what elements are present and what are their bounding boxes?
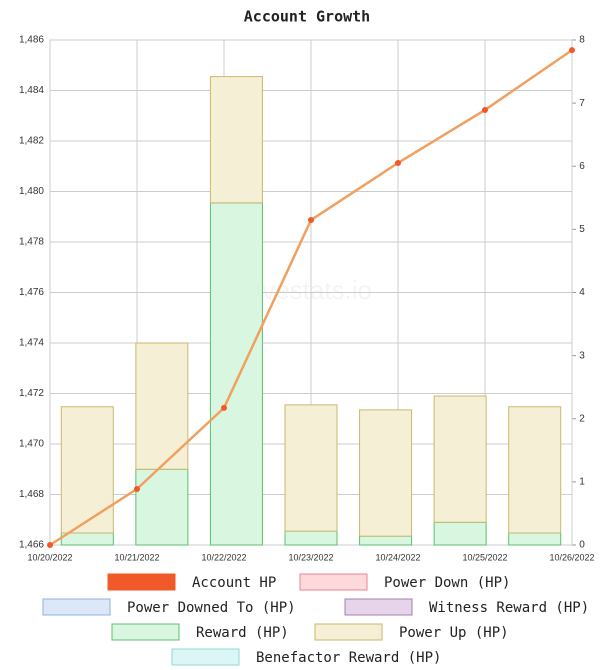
x-tick-label: 10/20/2022	[27, 552, 72, 562]
y2-tick-label: 4	[579, 287, 585, 298]
x-tick-label: 10/26/2022	[549, 552, 594, 562]
chart-title: Account Growth	[244, 8, 370, 26]
bar	[508, 532, 562, 546]
bar	[135, 468, 189, 546]
bar	[508, 406, 562, 534]
y-tick-label: 1,474	[19, 338, 44, 349]
bar	[60, 532, 114, 546]
y2-tick-label: 8	[579, 35, 585, 46]
point	[308, 217, 314, 224]
legend-swatch	[171, 648, 240, 666]
y-tick-label: 1,486	[19, 35, 44, 46]
legend-label: Witness Reward (HP)	[429, 600, 589, 616]
y-tick-label: 1,478	[19, 237, 44, 248]
legend-swatch	[42, 598, 111, 616]
bar	[60, 406, 114, 534]
point	[134, 485, 140, 492]
x-tick-label: 10/23/2022	[288, 552, 333, 562]
legend-swatch	[299, 573, 368, 591]
y-tick-label: 1,484	[19, 85, 44, 96]
x-tick-label: 10/21/2022	[114, 552, 159, 562]
watermark: hivestats.io	[242, 275, 372, 305]
bar	[433, 395, 487, 523]
legend-label: Power Downed To (HP)	[127, 600, 296, 616]
legend-label: Account HP	[192, 575, 276, 591]
y-tick-label: 1,482	[19, 136, 44, 147]
point	[395, 159, 401, 166]
y-tick-label: 1,472	[19, 388, 44, 399]
legend-label: Benefactor Reward (HP)	[256, 650, 441, 666]
legend-swatch	[111, 623, 180, 641]
x-tick-label: 10/22/2022	[201, 552, 246, 562]
legend-swatch	[314, 623, 383, 641]
point	[482, 106, 488, 113]
y2-tick-label: 6	[579, 161, 585, 172]
bar	[359, 409, 413, 537]
bar	[284, 530, 338, 546]
y2-tick-label: 5	[579, 224, 585, 235]
legend-label: Power Down (HP)	[384, 575, 510, 591]
bar	[359, 535, 413, 546]
bar	[284, 404, 338, 532]
y-tick-label: 1,480	[19, 186, 44, 197]
y2-tick-label: 3	[579, 350, 585, 361]
legend-swatch	[107, 573, 176, 591]
x-tick-label: 10/24/2022	[375, 552, 420, 562]
bar	[433, 521, 487, 546]
point	[221, 404, 227, 411]
point	[569, 47, 575, 54]
y2-tick-label: 7	[579, 98, 585, 109]
x-tick-label: 10/25/2022	[462, 552, 507, 562]
y-tick-label: 1,476	[19, 287, 44, 298]
y2-tick-label: 2	[579, 413, 585, 424]
legend-swatch	[344, 598, 413, 616]
y2-tick-label: 1	[579, 477, 585, 488]
y-tick-label: 1,470	[19, 439, 44, 450]
y2-tick-label: 0	[579, 540, 585, 551]
bar	[209, 76, 263, 204]
y-tick-label: 1,466	[19, 540, 44, 551]
point	[47, 542, 53, 548]
bar	[209, 202, 263, 546]
y-tick-label: 1,468	[19, 489, 44, 500]
legend-label: Reward (HP)	[196, 625, 289, 641]
legend-label: Power Up (HP)	[399, 625, 509, 641]
